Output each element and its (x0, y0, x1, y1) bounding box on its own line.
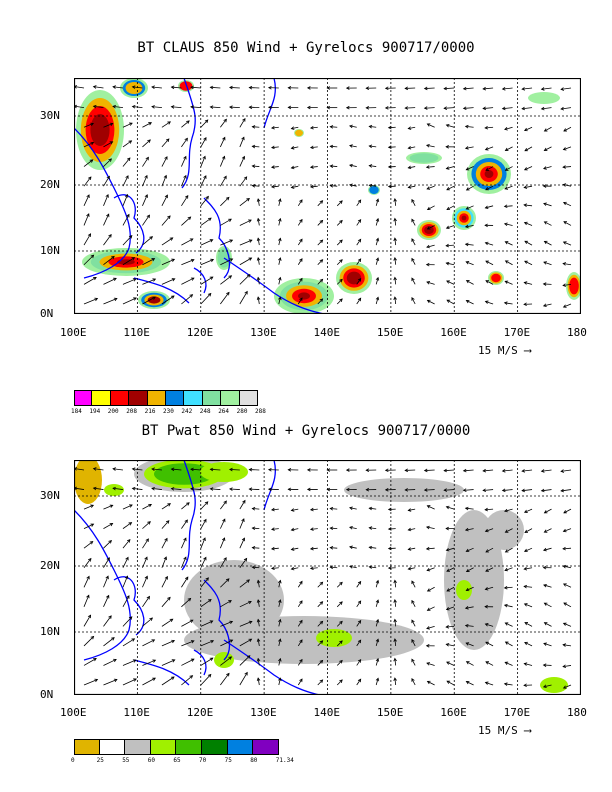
lon-label: 130E (250, 706, 277, 719)
colorbar-label: 216 (144, 408, 156, 415)
lon-label: 120E (186, 326, 214, 339)
colorbar-swatch (92, 390, 111, 406)
colorbar-label: 184 (71, 408, 82, 415)
colorbar-swatch (150, 739, 177, 755)
lon-label: 110E (123, 326, 150, 339)
colorbar-swatch (221, 390, 240, 406)
panel-1-colorbar (74, 390, 258, 406)
colorbar-swatch (74, 739, 100, 755)
colorbar-label: 230 (163, 408, 174, 415)
colorbar-label: 242 (181, 408, 193, 415)
lat-label: 30N (40, 109, 60, 122)
lon-label: 110E (123, 706, 150, 719)
lat-label: 10N (40, 244, 60, 257)
colorbar-label: 0 (71, 757, 75, 764)
colorbar-label: 200 (107, 408, 119, 415)
lon-label: 180 (567, 706, 587, 719)
lon-label: 180 (567, 326, 587, 339)
colorbar-swatch (110, 390, 130, 406)
lon-label: 100E (60, 326, 87, 339)
colorbar-label: 65 (173, 757, 181, 764)
colorbar-label: 75 (224, 757, 232, 764)
colorbar-swatch (129, 390, 148, 406)
lon-label: 150E (376, 326, 404, 339)
lon-label: 160E (440, 706, 467, 719)
lat-label: 0N (40, 307, 54, 320)
panel-1-title: BT CLAUS 850 Wind + Gyrelocs 900717/0000 (137, 40, 475, 56)
colorbar-label: 248 (199, 408, 211, 415)
colorbar-label: 25 (96, 757, 104, 764)
colorbar-label: 280 (236, 408, 248, 415)
lon-label: 170E (503, 326, 531, 339)
lon-label: 150E (376, 706, 404, 719)
colorbar-label: 264 (218, 408, 230, 415)
colorbar-label: 80 (250, 757, 258, 764)
colorbar-swatch (176, 739, 202, 755)
colorbar-swatch (201, 739, 228, 755)
lat-label: 20N (40, 178, 60, 191)
colorbar-swatch (202, 390, 222, 406)
colorbar-swatch (239, 390, 258, 406)
lon-label: 130E (250, 326, 277, 339)
lon-label: 120E (186, 706, 214, 719)
lat-label: 10N (40, 625, 60, 638)
lon-label: 170E (503, 706, 531, 719)
lon-label: 140E (313, 706, 341, 719)
colorbar-label: 288 (255, 408, 266, 415)
colorbar-swatch (74, 390, 93, 406)
colorbar-swatch (99, 739, 126, 755)
panel-1-vector-scale: 15 M/S ⟶ (478, 344, 531, 357)
lon-label: 140E (313, 326, 341, 339)
panel-2-map (74, 460, 581, 695)
lon-label: 160E (440, 326, 467, 339)
colorbar-label: 194 (89, 408, 101, 415)
colorbar-label: 55 (122, 757, 130, 764)
lat-label: 20N (40, 559, 60, 572)
panel-2-colorbar (74, 739, 279, 755)
colorbar-swatch (125, 739, 151, 755)
colorbar-label: 71.34 (275, 757, 294, 764)
colorbar-label: 70 (199, 757, 207, 764)
lat-label: 30N (40, 489, 60, 502)
lat-label: 0N (40, 688, 54, 701)
colorbar-swatch (165, 390, 185, 406)
colorbar-swatch (227, 739, 254, 755)
colorbar-label: 60 (147, 757, 156, 764)
colorbar-label: 208 (126, 408, 138, 415)
colorbar-swatch (184, 390, 203, 406)
colorbar-swatch (147, 390, 166, 406)
colorbar-swatch (253, 739, 279, 755)
panel-2-title: BT Pwat 850 Wind + Gyrelocs 900717/0000 (141, 423, 471, 439)
panel-2-vector-scale: 15 M/S ⟶ (478, 724, 531, 737)
panel-1-map (74, 78, 581, 314)
lon-label: 100E (60, 706, 87, 719)
